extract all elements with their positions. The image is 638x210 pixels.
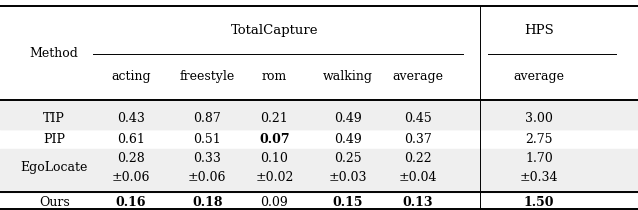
Text: 3.00: 3.00 xyxy=(525,112,553,125)
Text: 0.10: 0.10 xyxy=(260,152,288,165)
Text: 0.13: 0.13 xyxy=(403,196,433,209)
Text: HPS: HPS xyxy=(524,24,554,37)
Text: 1.50: 1.50 xyxy=(524,196,554,209)
Text: 0.16: 0.16 xyxy=(115,196,146,209)
Text: 0.45: 0.45 xyxy=(404,112,432,125)
Text: ±0.06: ±0.06 xyxy=(188,171,226,184)
Text: acting: acting xyxy=(111,70,151,83)
Text: Ours: Ours xyxy=(39,196,70,209)
Text: 0.22: 0.22 xyxy=(404,152,432,165)
Text: average: average xyxy=(392,70,443,83)
Text: TIP: TIP xyxy=(43,112,65,125)
Text: average: average xyxy=(514,70,565,83)
Text: ±0.34: ±0.34 xyxy=(520,171,558,184)
Text: 0.49: 0.49 xyxy=(334,133,362,146)
Text: 0.07: 0.07 xyxy=(259,133,290,146)
Text: 0.43: 0.43 xyxy=(117,112,145,125)
Text: 0.28: 0.28 xyxy=(117,152,145,165)
Text: EgoLocate: EgoLocate xyxy=(20,161,88,175)
Text: 0.09: 0.09 xyxy=(260,196,288,209)
Text: ±0.06: ±0.06 xyxy=(112,171,150,184)
Text: PIP: PIP xyxy=(43,133,65,146)
Text: rom: rom xyxy=(262,70,287,83)
Text: 1.70: 1.70 xyxy=(525,152,553,165)
Text: ±0.02: ±0.02 xyxy=(255,171,293,184)
Text: ±0.04: ±0.04 xyxy=(399,171,437,184)
Text: freestyle: freestyle xyxy=(180,70,235,83)
Text: 0.51: 0.51 xyxy=(193,133,221,146)
Text: 0.61: 0.61 xyxy=(117,133,145,146)
Text: Method: Method xyxy=(30,47,78,60)
Text: 2.75: 2.75 xyxy=(525,133,553,146)
Text: 0.37: 0.37 xyxy=(404,133,432,146)
Text: 0.15: 0.15 xyxy=(332,196,363,209)
Text: 0.18: 0.18 xyxy=(192,196,223,209)
Text: 0.25: 0.25 xyxy=(334,152,362,165)
Text: 0.87: 0.87 xyxy=(193,112,221,125)
Text: ±0.03: ±0.03 xyxy=(329,171,367,184)
Text: 0.21: 0.21 xyxy=(260,112,288,125)
Text: TotalCapture: TotalCapture xyxy=(230,24,318,37)
Text: 0.49: 0.49 xyxy=(334,112,362,125)
Text: 0.33: 0.33 xyxy=(193,152,221,165)
Text: walking: walking xyxy=(323,70,373,83)
